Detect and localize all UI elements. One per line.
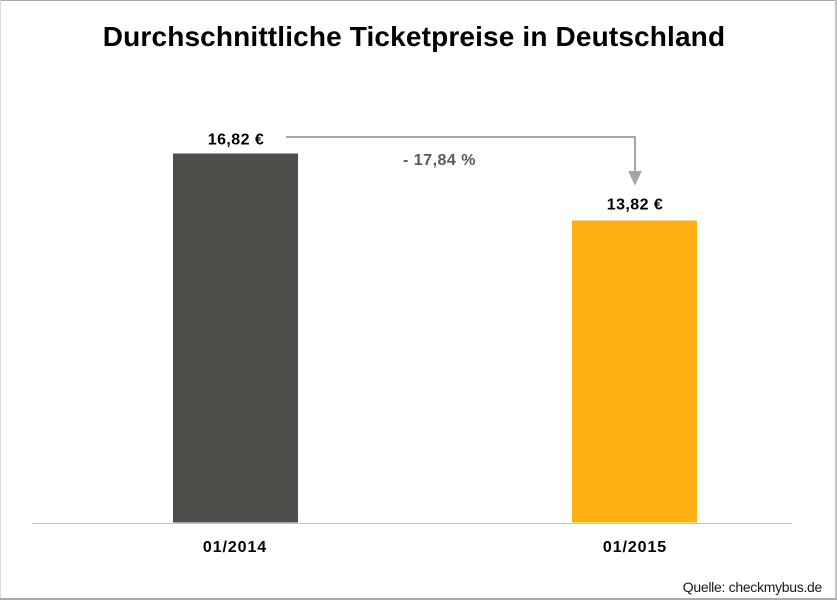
svg-text:01/2014: 01/2014 <box>203 539 267 556</box>
svg-text:- 17,84 %: - 17,84 % <box>403 152 476 169</box>
svg-text:01/2015: 01/2015 <box>603 539 667 556</box>
svg-text:Durchschnittliche Ticketpreise: Durchschnittliche Ticketpreise in Deutsc… <box>103 21 725 52</box>
svg-text:Quelle: checkmybus.de: Quelle: checkmybus.de <box>683 579 823 595</box>
svg-text:16,82 €: 16,82 € <box>208 131 265 148</box>
svg-text:13,82 €: 13,82 € <box>607 197 664 214</box>
